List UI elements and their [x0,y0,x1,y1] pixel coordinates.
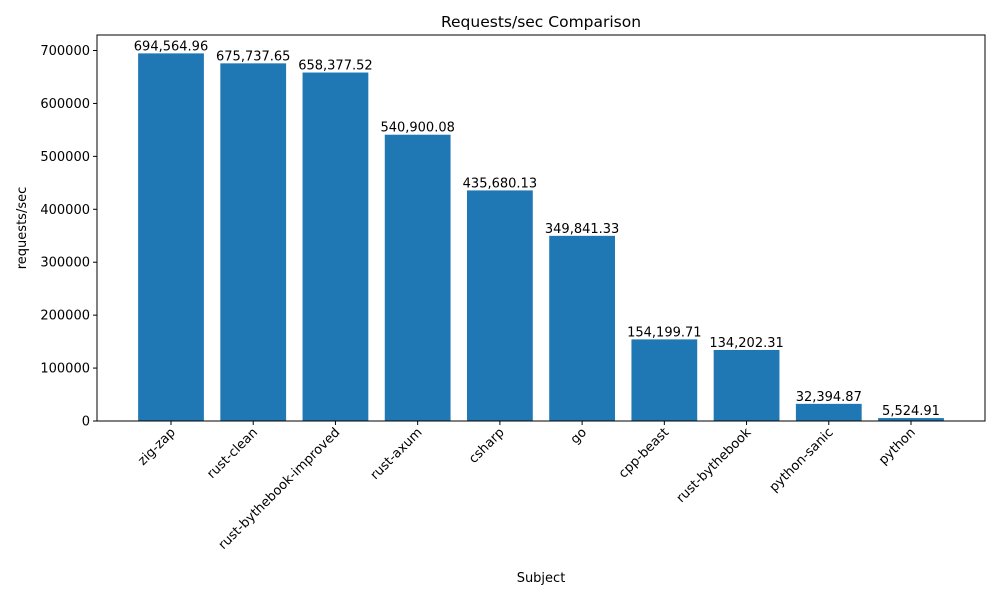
bar-rust-bythebook-improved [302,72,369,422]
data-label: 540,900.08 [380,121,454,136]
y-axis-label: requests/sec [15,187,30,270]
data-label: 154,199.71 [627,325,701,340]
data-label: 435,680.13 [463,176,537,191]
bar-rust-clean [220,63,287,421]
chart-title: Requests/sec Comparison [441,13,641,31]
data-label: 694,564.96 [134,39,208,54]
y-tick-label: 100000 [40,362,90,377]
bar-csharp [467,190,533,421]
y-tick-label: 700000 [40,44,90,59]
data-label: 349,841.33 [545,222,619,237]
x-tick-label: zig-zap [135,425,178,468]
y-tick-label: 300000 [40,256,90,271]
bar-python-sanic [795,403,862,421]
x-tick-label: rust-axum [368,425,426,483]
x-tick-label: python [876,425,919,468]
x-tick-label: cpp-beast [616,425,672,481]
bar-rust-axum [384,134,451,421]
data-label: 658,377.52 [298,59,372,74]
bar-rust-bythebook [713,349,780,421]
x-tick-label: rust-bythebook [674,425,755,506]
y-tick-label: 200000 [40,309,90,324]
y-tick-label: 0 [82,415,90,430]
y-tick-label: 500000 [40,150,90,165]
x-tick-label: python-sanic [767,425,837,495]
x-axis-label: Subject [517,571,566,586]
x-tick-label: go [568,425,590,447]
data-label: 5,524.91 [882,404,940,419]
bar-cpp-beast [631,339,698,421]
data-label: 32,394.87 [796,390,862,405]
bar-go [549,235,615,421]
data-label: 134,202.31 [709,336,783,351]
bar-zig-zap [138,53,204,421]
plot-area-frame [96,34,986,422]
data-label: 675,737.65 [216,49,290,64]
y-tick-label: 400000 [40,203,90,218]
x-tick-label: csharp [466,425,508,467]
bar-python [878,418,944,421]
x-tick-label: rust-clean [204,425,261,482]
y-tick-label: 600000 [40,97,90,112]
